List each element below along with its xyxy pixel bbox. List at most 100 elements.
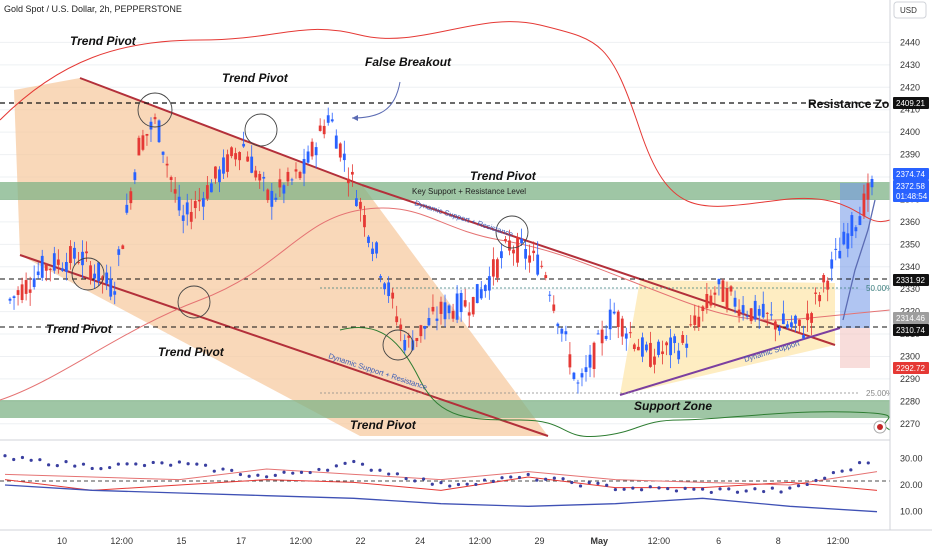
candle <box>568 354 572 368</box>
indicator-dot <box>395 472 399 476</box>
currency-button[interactable] <box>893 1 927 19</box>
indicator-dot <box>718 487 722 491</box>
price-badge <box>893 180 929 192</box>
trend-pivot-label: Trend Pivot <box>158 345 225 359</box>
candle <box>193 201 197 209</box>
x-tick-label: May <box>590 536 608 546</box>
candle <box>189 211 193 222</box>
candle <box>93 273 96 279</box>
candle <box>153 117 157 120</box>
indicator-line <box>4 484 878 513</box>
candle <box>435 318 439 321</box>
indicator-dot <box>291 471 295 475</box>
candle <box>818 295 822 302</box>
candle <box>395 316 399 323</box>
candle <box>359 201 362 209</box>
price-badge <box>893 168 929 180</box>
indicator-dot <box>430 482 434 486</box>
candle <box>794 315 797 324</box>
indicator-dot <box>265 475 269 479</box>
candle <box>733 297 737 307</box>
candle <box>858 216 862 225</box>
y-tick-label: 2320 <box>900 307 920 317</box>
candle <box>254 170 258 178</box>
indicator-dot <box>840 469 844 473</box>
indicator-dot <box>160 461 164 465</box>
candle <box>560 328 564 334</box>
candle <box>624 333 628 339</box>
indicator-dot <box>796 484 801 488</box>
indicator-dot <box>622 487 626 491</box>
candle <box>826 280 830 290</box>
candle <box>294 169 298 172</box>
x-tick-label: 22 <box>355 536 365 546</box>
indicator-dot <box>517 475 522 480</box>
projection-box <box>840 183 870 328</box>
indicator-dot <box>674 489 679 493</box>
indicator-dot <box>343 461 347 465</box>
candle <box>173 189 177 194</box>
candle <box>681 334 685 343</box>
indicator-dot <box>483 478 487 482</box>
candle <box>250 156 254 173</box>
candle <box>266 189 270 201</box>
y-tick-label: 2400 <box>900 127 920 137</box>
indicator-dot <box>735 490 740 494</box>
candle <box>508 240 511 251</box>
candle <box>24 280 28 294</box>
candle <box>185 202 189 215</box>
candle <box>165 163 169 166</box>
candle <box>870 178 874 188</box>
candle <box>214 166 217 179</box>
pivot-circle <box>177 285 211 319</box>
candle <box>242 143 246 147</box>
candle <box>862 193 866 217</box>
x-tick-label: 8 <box>776 536 781 546</box>
indicator-dot <box>587 480 591 485</box>
candle <box>516 237 519 263</box>
candle <box>113 291 117 295</box>
indicator-dot <box>108 465 112 470</box>
indicator-dot <box>631 486 635 490</box>
candle <box>197 199 201 202</box>
candle <box>423 326 427 329</box>
pivot-circle <box>244 113 278 147</box>
x-tick-label: 15 <box>176 536 186 546</box>
indicator-dot <box>831 470 836 475</box>
candle <box>467 312 471 316</box>
candle <box>616 311 620 328</box>
pivot-circle <box>495 215 529 249</box>
x-tick-label: 6 <box>716 536 721 546</box>
candle <box>745 315 749 317</box>
candle <box>145 134 149 136</box>
candle <box>495 259 499 278</box>
indicator-dot <box>125 462 129 466</box>
indicator-dot <box>474 482 478 487</box>
price-badge-label: 01:48:54 <box>896 192 928 201</box>
false-breakout-label: False Breakout <box>365 55 452 69</box>
indicator-dot <box>238 472 243 477</box>
price-badge <box>893 190 929 202</box>
candle <box>290 179 294 181</box>
candle <box>77 262 80 264</box>
candle <box>556 323 560 327</box>
candle <box>628 332 632 334</box>
fib-50-label: 50.00% <box>866 284 893 293</box>
candle <box>814 292 818 294</box>
candle <box>64 261 68 272</box>
candle <box>129 191 133 204</box>
candle <box>608 309 612 330</box>
candle <box>318 125 322 131</box>
indicator-dot <box>378 468 382 472</box>
candle <box>475 284 479 304</box>
indicator-dot <box>578 484 583 488</box>
indicator-dot <box>404 476 408 481</box>
candle <box>97 262 101 282</box>
y-tick-label: 2300 <box>900 351 920 361</box>
candle <box>584 367 588 372</box>
candle <box>322 125 326 135</box>
indicator-dot <box>753 487 757 491</box>
indicator-dot <box>552 476 556 480</box>
candle <box>330 119 334 122</box>
